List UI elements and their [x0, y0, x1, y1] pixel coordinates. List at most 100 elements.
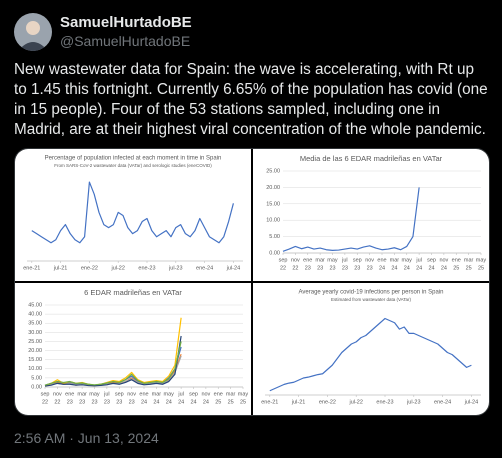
y-tick-label: 35.00	[28, 321, 42, 327]
x-tick-label: ene-24	[434, 399, 451, 405]
x-tick-label: may	[89, 391, 100, 397]
x-tick-year: 23	[129, 399, 135, 405]
y-tick-label: 5.00	[31, 375, 42, 381]
y-tick-label: 20.00	[28, 348, 42, 354]
x-tick-label: may	[164, 391, 175, 397]
x-tick-label: sep	[115, 391, 124, 397]
data-line	[269, 317, 472, 392]
y-tick-label: 10.00	[28, 366, 42, 372]
x-tick-label: jul-24	[226, 265, 240, 271]
x-tick-label: ene-21	[261, 399, 278, 405]
x-tick-year: 25	[466, 265, 472, 271]
y-tick-label: 15.00	[266, 201, 280, 207]
y-tick-label: 0.00	[269, 250, 280, 256]
x-tick-label: jul	[341, 257, 348, 263]
x-tick-year: 24	[416, 265, 422, 271]
x-tick-label: jul-21	[291, 399, 305, 405]
x-tick-label: nov	[365, 257, 374, 263]
x-tick-year: 24	[203, 399, 209, 405]
data-line	[44, 317, 182, 387]
x-tick-label: nov	[127, 391, 136, 397]
x-tick-year: 24	[166, 399, 172, 405]
data-line	[282, 187, 420, 252]
x-tick-label: ene	[139, 391, 148, 397]
x-tick-label: ene-23	[376, 399, 393, 405]
avatar[interactable]	[14, 13, 52, 51]
x-tick-year: 25	[240, 399, 246, 405]
x-tick-label: may	[238, 391, 249, 397]
x-tick-year: 23	[116, 399, 122, 405]
chart-panel[interactable]: 6 EDAR madrileñas en VATar 0.00 5.00 10.00 1…	[15, 283, 251, 415]
x-tick-label: jul-22	[110, 265, 124, 271]
x-tick-label: jul-21	[53, 265, 67, 271]
x-tick-label: may	[402, 257, 413, 263]
x-tick-year: 23	[67, 399, 73, 405]
x-tick-year: 22	[280, 265, 286, 271]
x-tick-label: ene	[303, 257, 312, 263]
x-tick-label: sep	[279, 257, 288, 263]
x-tick-label: ene	[377, 257, 386, 263]
y-tick-label: 40.00	[28, 312, 42, 318]
chart-panel[interactable]: Media de las 6 EDAR madrileñas en VATar 0…	[253, 149, 489, 281]
media-grid[interactable]: Percentage of population infected at eac…	[14, 148, 490, 416]
x-tick-label: sep	[353, 257, 362, 263]
x-tick-year: 25	[478, 265, 484, 271]
x-tick-year: 23	[305, 265, 311, 271]
x-tick-year: 22	[54, 399, 60, 405]
x-tick-label: jul-23	[406, 399, 420, 405]
x-tick-year: 23	[329, 265, 335, 271]
x-tick-year: 23	[91, 399, 97, 405]
x-tick-label: nov	[439, 257, 448, 263]
x-tick-label: jul-23	[168, 265, 182, 271]
y-tick-label: 10.00	[266, 218, 280, 224]
x-tick-year: 23	[367, 265, 373, 271]
x-tick-label: mar	[390, 257, 400, 263]
x-tick-year: 25	[228, 399, 234, 405]
x-tick-label: mar	[315, 257, 325, 263]
x-tick-year: 24	[178, 399, 184, 405]
chart-title: Percentage of population infected at eac…	[45, 156, 222, 162]
x-tick-label: ene-22	[81, 265, 98, 271]
x-tick-year: 22	[42, 399, 48, 405]
timestamp[interactable]: 2:56 AM · Jun 13, 2024	[14, 430, 159, 446]
x-tick-label: jul-22	[348, 399, 362, 405]
y-tick-label: 5.00	[269, 234, 280, 240]
x-tick-year: 24	[391, 265, 397, 271]
x-tick-label: may	[327, 257, 338, 263]
chart-subtitle: From SARS-CoV-2 wastewater data (VATar) …	[54, 163, 212, 168]
chart-panel[interactable]: Average yearly covid-19 infections per p…	[253, 283, 489, 415]
data-line	[44, 341, 182, 386]
x-tick-year: 22	[292, 265, 298, 271]
display-name[interactable]: SamuelHurtadoBE	[60, 14, 192, 31]
x-tick-year: 25	[215, 399, 221, 405]
x-tick-label: jul	[103, 391, 110, 397]
x-tick-year: 24	[428, 265, 434, 271]
x-tick-label: mar	[464, 257, 474, 263]
x-tick-year: 24	[153, 399, 159, 405]
x-tick-year: 23	[317, 265, 323, 271]
x-tick-label: ene-21	[23, 265, 40, 271]
y-tick-label: 0.00	[31, 384, 42, 390]
x-tick-year: 24	[190, 399, 196, 405]
x-tick-label: sep	[41, 391, 50, 397]
chart-title: Average yearly covid-19 infections per p…	[299, 290, 444, 296]
x-tick-label: nov	[201, 391, 210, 397]
x-tick-year: 24	[141, 399, 147, 405]
avatar-image	[18, 21, 48, 51]
chart-subtitle: Estimated from wastewater data (VATar)	[331, 297, 412, 302]
y-tick-label: 15.00	[28, 357, 42, 363]
x-tick-label: sep	[189, 391, 198, 397]
x-tick-year: 23	[354, 265, 360, 271]
chart-panel[interactable]: Percentage of population infected at eac…	[15, 149, 251, 281]
y-tick-label: 45.00	[28, 302, 42, 308]
x-tick-label: jul-24	[464, 399, 478, 405]
x-tick-year: 23	[104, 399, 110, 405]
x-tick-year: 25	[453, 265, 459, 271]
x-tick-label: ene	[65, 391, 74, 397]
handle[interactable]: @SamuelHurtadoBE	[60, 33, 191, 49]
x-tick-label: mar	[152, 391, 162, 397]
data-line	[44, 346, 182, 386]
x-tick-label: ene-24	[196, 265, 213, 271]
y-tick-label: 20.00	[266, 185, 280, 191]
